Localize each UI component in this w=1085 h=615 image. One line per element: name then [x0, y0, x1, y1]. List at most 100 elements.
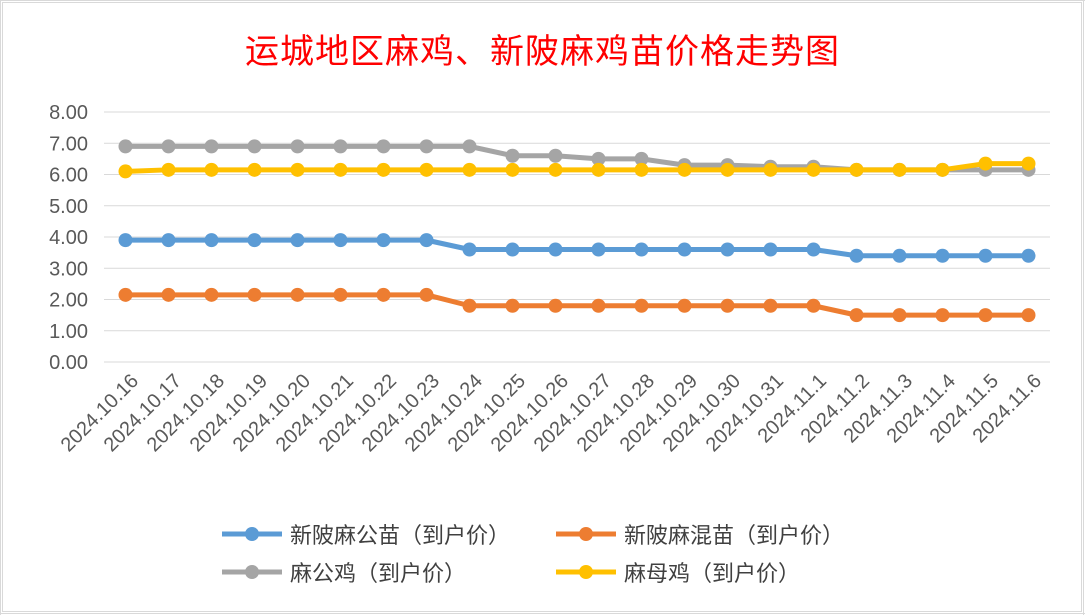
data-point[interactable] [978, 156, 993, 171]
data-point[interactable] [548, 242, 563, 257]
data-point[interactable] [548, 298, 563, 313]
data-point[interactable] [462, 162, 477, 177]
data-point[interactable] [677, 242, 692, 257]
data-point[interactable] [806, 298, 821, 313]
data-point[interactable] [720, 242, 735, 257]
data-point[interactable] [290, 162, 305, 177]
data-point[interactable] [806, 162, 821, 177]
legend-label-2: 麻公鸡（到户价） [290, 562, 467, 587]
legend-item-2[interactable]: 麻公鸡（到户价） [220, 556, 466, 588]
data-point[interactable] [290, 287, 305, 302]
legend-label-1: 新陂麻混苗（到户价） [624, 524, 845, 549]
data-point[interactable] [720, 298, 735, 313]
data-point[interactable] [892, 162, 907, 177]
data-point[interactable] [849, 248, 864, 263]
data-point[interactable] [1021, 308, 1036, 323]
sheet-gridline [0, 0, 1085, 1]
data-point[interactable] [720, 162, 735, 177]
legend-item-1[interactable]: 新陂麻混苗（到户价） [554, 518, 844, 550]
data-point[interactable] [677, 298, 692, 313]
data-point[interactable] [935, 308, 950, 323]
data-point[interactable] [419, 139, 434, 154]
data-point[interactable] [118, 287, 133, 302]
data-point[interactable] [118, 139, 133, 154]
data-point[interactable] [806, 242, 821, 257]
data-point[interactable] [161, 139, 176, 154]
series-line [123, 292, 1031, 318]
data-point[interactable] [462, 242, 477, 257]
data-point[interactable] [634, 242, 649, 257]
legend-item-0[interactable]: 新陂麻公苗（到户价） [220, 518, 510, 550]
data-point[interactable] [763, 298, 778, 313]
data-point[interactable] [290, 233, 305, 248]
data-point[interactable] [849, 162, 864, 177]
data-point[interactable] [591, 242, 606, 257]
data-point[interactable] [376, 162, 391, 177]
legend-marker-3 [579, 565, 593, 579]
data-point[interactable] [333, 233, 348, 248]
data-point[interactable] [978, 248, 993, 263]
legend-label-3: 麻母鸡（到户价） [624, 562, 801, 587]
data-point[interactable] [849, 308, 864, 323]
data-point[interactable] [204, 162, 219, 177]
data-point[interactable] [591, 151, 606, 166]
data-point[interactable] [548, 162, 563, 177]
y-tick-label: 7.00 [49, 133, 88, 155]
data-point[interactable] [462, 298, 477, 313]
data-point[interactable] [376, 287, 391, 302]
series-3 [118, 156, 1036, 179]
data-point[interactable] [505, 242, 520, 257]
data-point[interactable] [634, 151, 649, 166]
data-point[interactable] [204, 233, 219, 248]
data-point[interactable] [763, 242, 778, 257]
data-point[interactable] [677, 162, 692, 177]
chart-title: 运城地区麻鸡、新陂麻鸡苗价格走势图 [245, 32, 840, 72]
data-point[interactable] [978, 308, 993, 323]
data-point[interactable] [161, 233, 176, 248]
data-point[interactable] [118, 233, 133, 248]
series-0 [118, 233, 1036, 263]
data-point[interactable] [204, 139, 219, 154]
data-point[interactable] [505, 162, 520, 177]
data-point[interactable] [634, 162, 649, 177]
data-point[interactable] [333, 162, 348, 177]
data-point[interactable] [376, 139, 391, 154]
data-point[interactable] [333, 139, 348, 154]
data-point[interactable] [505, 298, 520, 313]
data-point[interactable] [591, 298, 606, 313]
data-point[interactable] [505, 148, 520, 163]
data-point[interactable] [290, 139, 305, 154]
data-point[interactable] [247, 287, 262, 302]
legend-marker-2 [245, 565, 259, 579]
data-point[interactable] [333, 287, 348, 302]
data-point[interactable] [247, 139, 262, 154]
data-point[interactable] [419, 162, 434, 177]
y-tick-label: 4.00 [49, 227, 88, 249]
data-point[interactable] [548, 148, 563, 163]
legend-item-3[interactable]: 麻母鸡（到户价） [554, 556, 800, 588]
data-point[interactable] [161, 287, 176, 302]
data-point[interactable] [1021, 248, 1036, 263]
data-point[interactable] [634, 298, 649, 313]
data-point[interactable] [204, 287, 219, 302]
data-point[interactable] [247, 233, 262, 248]
data-point[interactable] [935, 162, 950, 177]
data-point[interactable] [462, 139, 477, 154]
data-point[interactable] [935, 248, 950, 263]
data-point[interactable] [419, 287, 434, 302]
data-point[interactable] [247, 162, 262, 177]
data-point[interactable] [1021, 156, 1036, 171]
data-point[interactable] [591, 162, 606, 177]
data-point[interactable] [376, 233, 391, 248]
y-axis-ticks: 0.00 1.00 2.00 3.00 4.00 5.00 6.00 7.00 8.00 [49, 102, 88, 374]
grid-layer [104, 111, 1050, 363]
data-point[interactable] [892, 308, 907, 323]
data-point[interactable] [763, 162, 778, 177]
data-point[interactable] [161, 162, 176, 177]
sheet-gridline [1083, 0, 1084, 615]
series-1 [118, 287, 1036, 323]
data-point[interactable] [118, 164, 133, 179]
data-point[interactable] [419, 233, 434, 248]
data-point[interactable] [892, 248, 907, 263]
